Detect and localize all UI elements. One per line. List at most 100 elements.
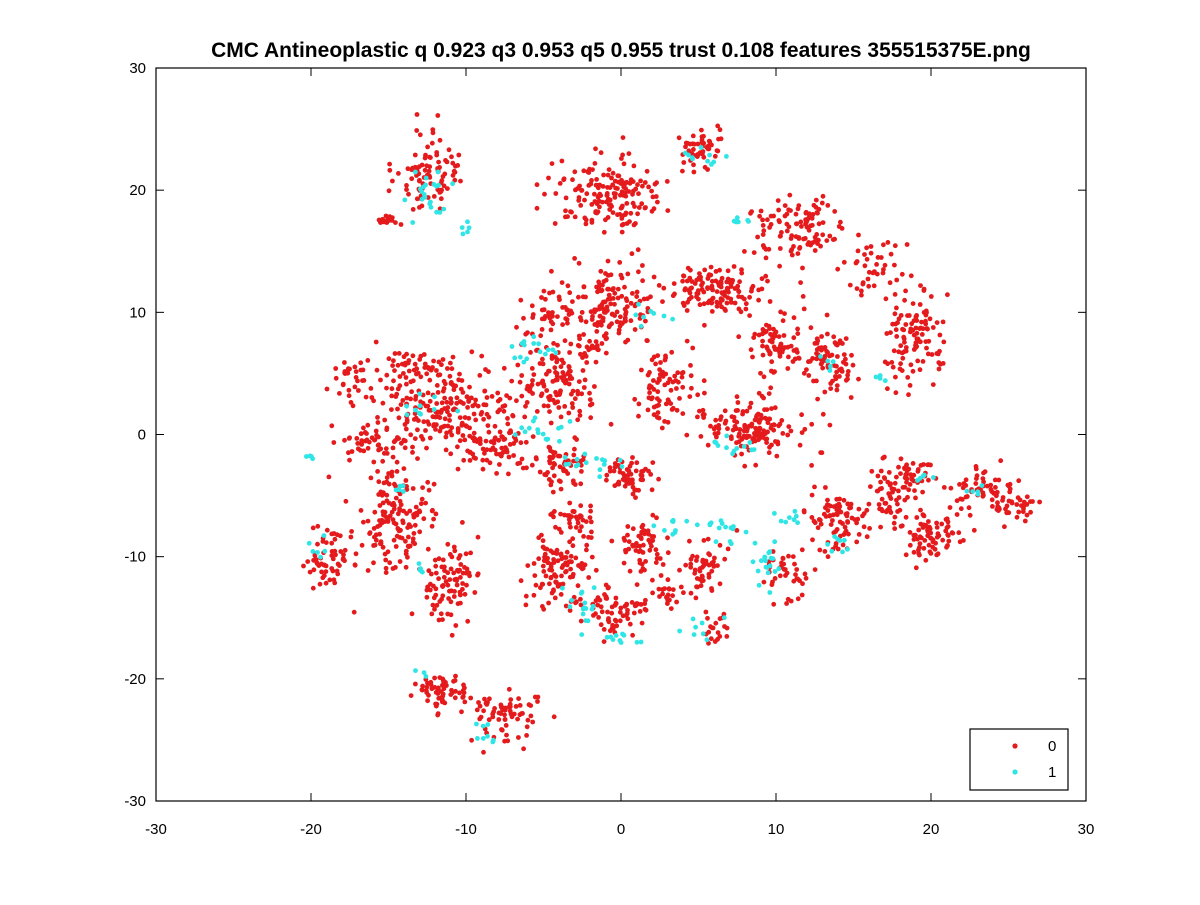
data-point (819, 360, 825, 365)
data-point (795, 206, 801, 212)
data-point (913, 565, 919, 571)
data-point (529, 303, 535, 309)
data-point (808, 325, 814, 331)
data-point (580, 517, 586, 523)
data-point (465, 219, 470, 225)
data-point (329, 540, 335, 546)
data-point (767, 590, 773, 595)
data-point (756, 437, 761, 443)
data-point (413, 668, 418, 673)
data-point (740, 411, 745, 417)
data-point (517, 703, 523, 708)
data-point (705, 286, 711, 291)
data-point (556, 294, 562, 300)
data-point (910, 301, 916, 306)
data-point (466, 398, 471, 404)
data-point (597, 474, 603, 480)
data-point (630, 542, 635, 548)
data-point (913, 325, 919, 331)
data-point (440, 697, 445, 703)
data-point (447, 588, 452, 594)
data-point (670, 593, 675, 599)
data-point (467, 384, 472, 390)
data-point (714, 289, 720, 294)
data-point (565, 471, 571, 476)
data-point (398, 402, 404, 407)
data-point (440, 584, 446, 589)
data-point (767, 351, 773, 357)
data-point (569, 401, 575, 406)
data-point (650, 538, 656, 543)
data-point (572, 169, 578, 175)
data-point (687, 141, 693, 147)
data-point (444, 430, 449, 436)
data-point (619, 293, 625, 299)
data-point (923, 308, 929, 314)
y-tick-label: 0 (138, 427, 146, 444)
data-point (331, 440, 337, 445)
data-point (496, 717, 502, 722)
data-point (491, 737, 496, 743)
data-point (375, 442, 381, 448)
data-point (701, 301, 707, 307)
data-point (769, 406, 774, 411)
data-point (809, 222, 815, 228)
data-point (455, 427, 461, 433)
data-point (795, 520, 800, 526)
data-point (958, 496, 963, 502)
data-point (811, 518, 817, 524)
data-point (421, 516, 427, 522)
data-point (724, 625, 730, 631)
data-point (709, 278, 715, 284)
data-point (871, 269, 877, 275)
data-point (688, 561, 694, 567)
data-point (923, 557, 929, 563)
data-point (580, 368, 586, 373)
data-point (425, 144, 430, 150)
data-point (825, 554, 831, 560)
data-point (434, 401, 440, 406)
data-point (524, 400, 530, 405)
data-point (605, 258, 611, 264)
data-point (549, 161, 555, 167)
data-point (774, 453, 780, 459)
data-point (426, 568, 432, 574)
data-point (697, 568, 703, 574)
data-point (414, 510, 419, 516)
data-point (576, 260, 582, 266)
data-point (709, 286, 715, 291)
data-point (601, 627, 607, 632)
data-point (625, 524, 631, 529)
data-point (525, 717, 531, 723)
data-point (353, 369, 359, 374)
data-point (471, 411, 477, 417)
data-point (727, 539, 733, 544)
data-point (748, 400, 754, 406)
data-point (470, 451, 476, 457)
data-point (433, 586, 439, 592)
data-point (342, 547, 348, 553)
data-point (749, 447, 754, 453)
data-point (563, 195, 569, 201)
data-point (646, 385, 652, 391)
data-point (345, 366, 351, 372)
data-point (578, 564, 584, 570)
data-point (695, 414, 700, 420)
data-point (421, 352, 427, 357)
data-point (868, 250, 874, 256)
data-point (802, 426, 808, 432)
data-point (409, 167, 415, 173)
data-point (437, 372, 443, 378)
data-point (429, 611, 435, 617)
data-point (677, 567, 682, 573)
data-point (523, 602, 529, 608)
data-point (386, 471, 391, 476)
data-point (741, 296, 747, 302)
data-point (956, 530, 962, 536)
data-point (549, 268, 554, 274)
data-point (396, 351, 402, 356)
data-point (494, 471, 499, 476)
data-point (428, 204, 434, 210)
data-point (705, 158, 710, 164)
data-point (417, 132, 423, 138)
